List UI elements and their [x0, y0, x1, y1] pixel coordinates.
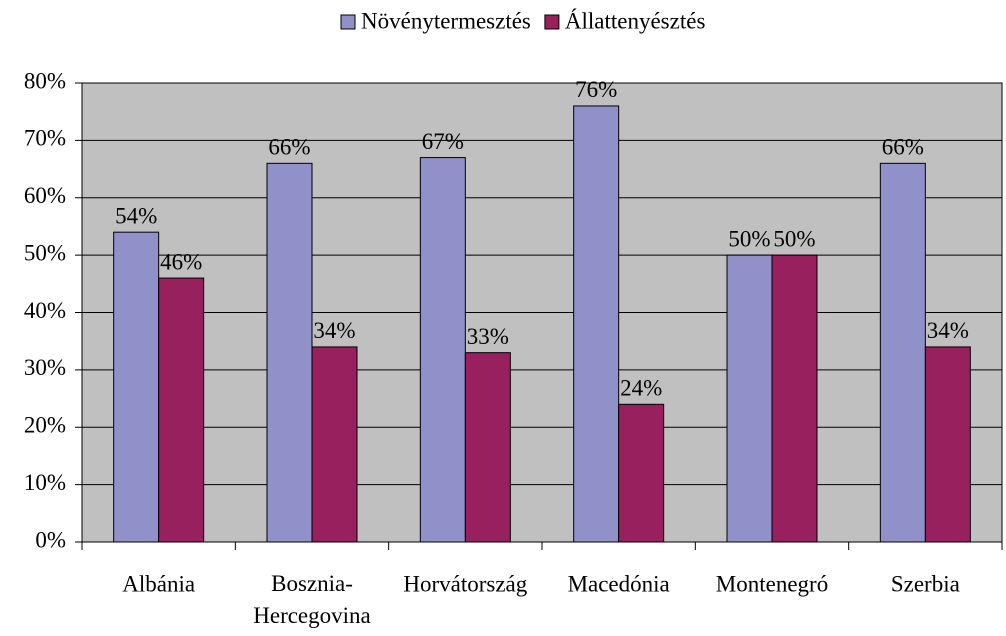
y-tick-label: 20% — [24, 413, 66, 438]
data-label: 34% — [927, 318, 969, 343]
data-label: 46% — [160, 249, 202, 274]
y-tick-label: 0% — [35, 527, 66, 552]
bar — [618, 403, 665, 543]
bar — [924, 346, 971, 543]
y-tick-label: 40% — [24, 298, 66, 323]
legend-label: Állattenyésztés — [565, 8, 706, 33]
bar — [464, 352, 511, 543]
x-tick-label: Macedónia — [568, 571, 670, 596]
x-tick-label: Horvátország — [403, 571, 527, 596]
data-label: 76% — [575, 77, 617, 102]
bar — [771, 254, 818, 543]
y-tick-label: 30% — [24, 355, 66, 380]
y-tick-label: 50% — [24, 240, 66, 265]
y-tick-label: 60% — [24, 183, 66, 208]
data-label: 24% — [620, 376, 662, 401]
data-label: 50% — [728, 226, 770, 251]
y-tick-label: 10% — [24, 470, 66, 495]
data-label: 33% — [467, 324, 509, 349]
data-label: 50% — [773, 226, 815, 251]
data-label: 66% — [268, 135, 310, 160]
legend-label: Növénytermesztés — [361, 8, 531, 33]
data-label: 54% — [115, 203, 157, 228]
data-label: 67% — [422, 129, 464, 154]
data-label: 66% — [882, 135, 924, 160]
x-tick-label: Albánia — [122, 571, 195, 596]
x-tick-label: Szerbia — [891, 571, 960, 596]
legend-swatch — [544, 14, 560, 30]
bar — [573, 105, 620, 543]
x-tick-label: Montenegró — [716, 571, 828, 596]
bar — [113, 231, 160, 543]
y-tick-label: 80% — [24, 68, 66, 93]
bar — [879, 162, 926, 543]
x-tick-label: Bosznia-Hercegovina — [253, 571, 371, 628]
bar — [726, 254, 773, 543]
bar — [158, 277, 205, 543]
y-tick-label: 70% — [24, 126, 66, 151]
data-label: 34% — [313, 318, 355, 343]
bar — [311, 346, 358, 543]
bar — [419, 157, 466, 543]
bar — [266, 162, 313, 543]
legend-swatch — [340, 14, 356, 30]
